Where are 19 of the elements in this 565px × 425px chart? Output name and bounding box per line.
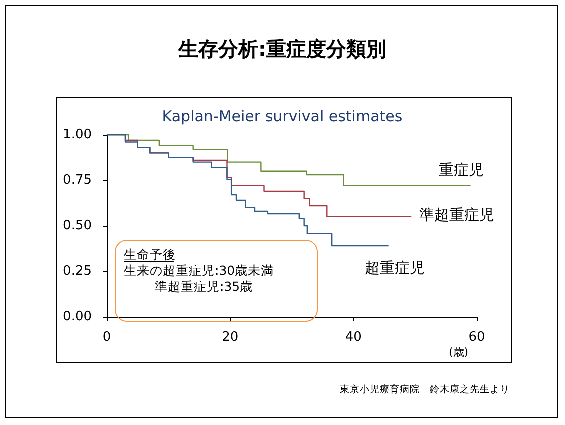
x-tick-label: 40 [345, 330, 362, 345]
series-label: 準超重症児 [420, 206, 495, 224]
text: 東京小児療育病院 鈴木康之先生より [340, 384, 510, 396]
annotation: 生命予後 [124, 247, 176, 262]
annotation: 生来の超重症児:30歳未満 [124, 263, 274, 278]
y-tick-label: 1.00 [63, 128, 92, 142]
series-label: 超重症児 [364, 259, 425, 278]
x-axis-title: (歳) [449, 346, 469, 359]
chart-title: 生存分析:重症度分類別 [178, 37, 386, 61]
y-tick-label: 0.50 [63, 218, 92, 234]
chart-subtitle: Kaplan-Meier survival estimates [162, 108, 403, 126]
series-label: 重症児 [438, 160, 484, 179]
annotation: 準超重症児:35歳 [155, 279, 254, 294]
y-tick-label: 0.75 [63, 173, 92, 188]
y-tick-label: 0.00 [63, 310, 92, 324]
x-tick-label: 60 [468, 330, 486, 345]
y-tick-label: 0.25 [63, 264, 92, 279]
x-tick-label: 0 [102, 330, 112, 345]
x-tick-label: 20 [222, 330, 239, 345]
